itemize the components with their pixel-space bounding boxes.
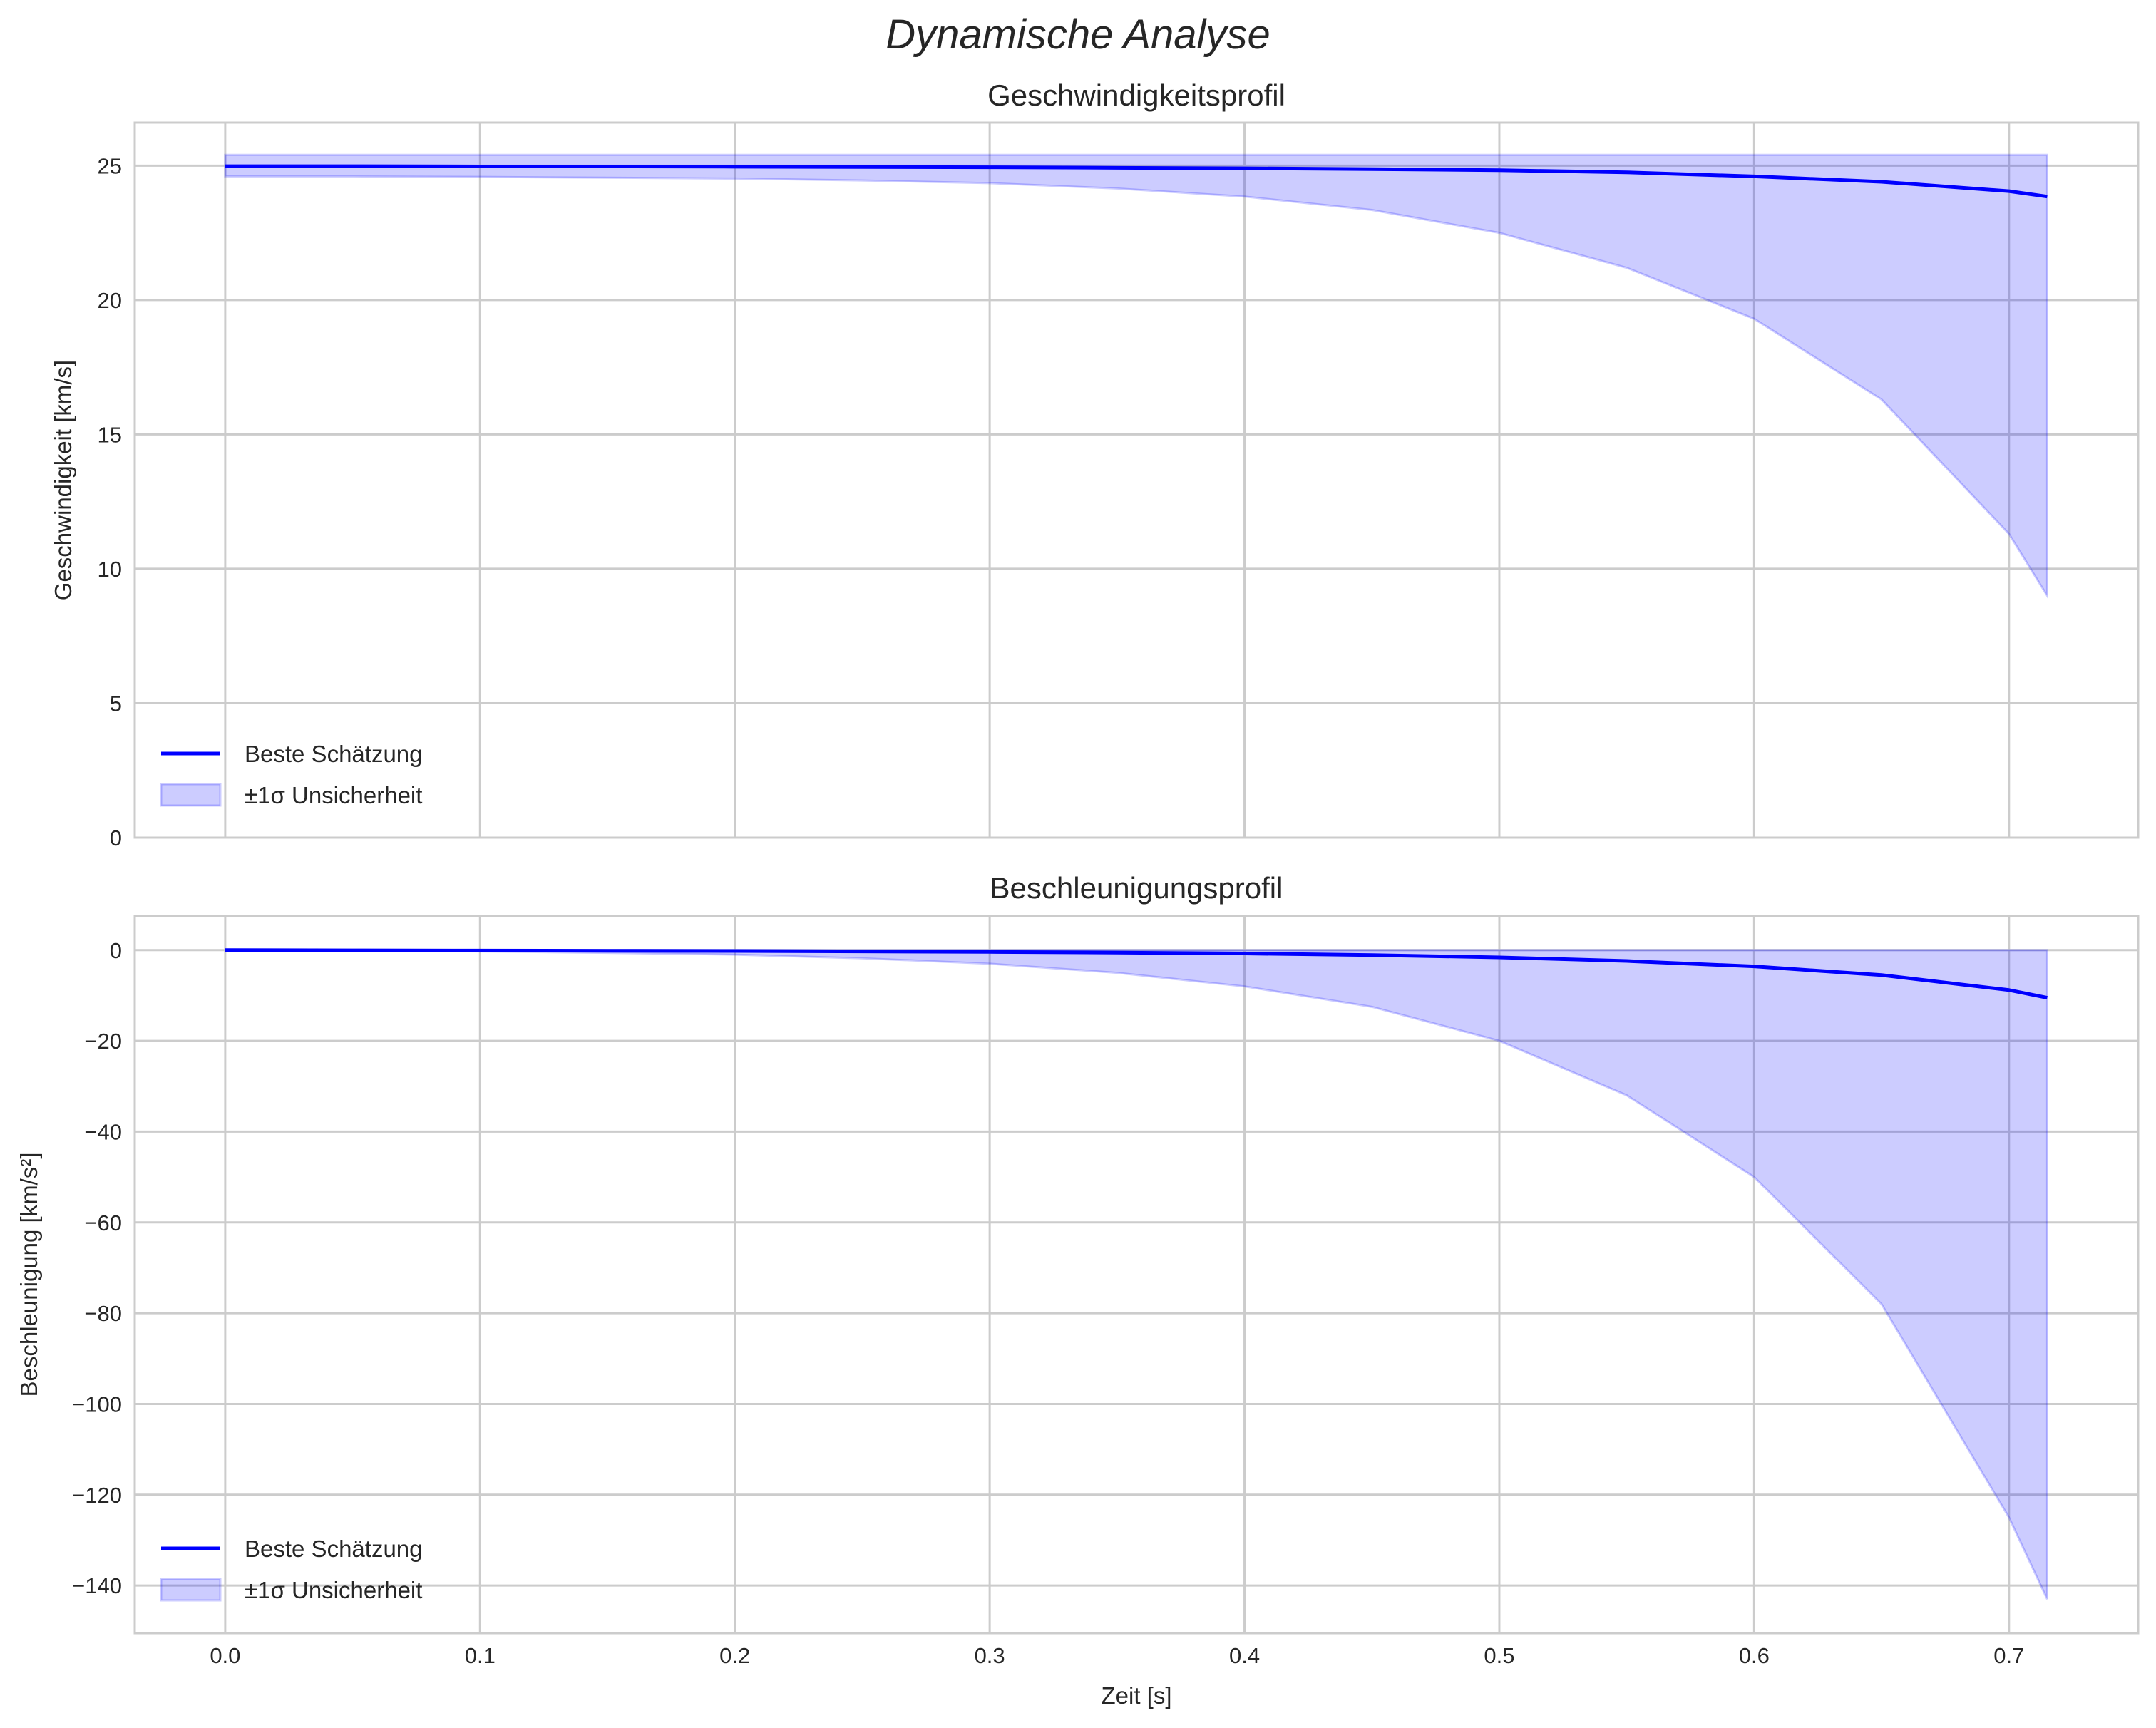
legend-label: Beste Schätzung — [245, 1536, 423, 1562]
y-tick-label: −60 — [84, 1210, 122, 1235]
y-tick-label: −120 — [72, 1483, 122, 1508]
y-tick-label: −40 — [84, 1119, 122, 1144]
figure-title: Dynamische Analyse — [885, 11, 1270, 58]
best-estimate-line — [225, 948, 2048, 1000]
y-tick-label: 0 — [110, 938, 122, 963]
y-tick-label: 20 — [98, 288, 122, 313]
y-tick-label: −80 — [84, 1301, 122, 1326]
uncertainty-band — [224, 153, 2048, 600]
axes-frame — [133, 121, 2140, 839]
x-tick-label: 0.6 — [1739, 1643, 1770, 1668]
x-tick-label: 0.7 — [1993, 1643, 2024, 1668]
axes-frame — [133, 915, 2140, 1635]
subplot-title: Beschleunigungsprofil — [990, 871, 1283, 905]
y-tick-label: −20 — [84, 1029, 122, 1054]
x-tick-label: 0.2 — [719, 1643, 750, 1668]
velocity-subplot: 0 5 10 15 20 25 Geschwindigkeitsprofil Geschwin… — [50, 78, 2140, 850]
legend-label: Beste Schätzung — [245, 741, 423, 767]
y-tick-label: 5 — [110, 691, 122, 716]
y-axis-label: Beschleunigung [km/s²] — [16, 1152, 42, 1397]
x-tick-label: 0.0 — [210, 1643, 240, 1668]
subplot-title: Geschwindigkeitsprofil — [987, 78, 1285, 112]
best-estimate-line — [225, 164, 2048, 199]
y-tick-label: 10 — [98, 557, 122, 582]
legend-label: ±1σ Unsicherheit — [245, 782, 422, 808]
y-axis-label: Geschwindigkeit [km/s] — [50, 360, 76, 600]
acceleration-subplot: 0.0 0.1 0.2 0.3 0.4 0.5 0.6 0.7 0 −20 −40 −60 −80 −10… — [16, 871, 2140, 1709]
x-axis-label: Zeit [s] — [1101, 1682, 1171, 1709]
y-tick-label: −100 — [72, 1392, 122, 1416]
y-tick-label: −140 — [72, 1573, 122, 1598]
x-tick-label: 0.4 — [1229, 1643, 1260, 1668]
legend-label: ±1σ Unsicherheit — [245, 1577, 422, 1603]
y-tick-label: 15 — [98, 422, 122, 447]
legend-band-swatch — [160, 783, 222, 807]
y-tick-label: 0 — [110, 826, 122, 850]
legend: Beste Schätzung ±1σ Unsicherheit — [160, 1536, 423, 1603]
legend: Beste Schätzung ±1σ Unsicherheit — [160, 741, 423, 808]
x-tick-label: 0.3 — [975, 1643, 1005, 1668]
uncertainty-band — [225, 949, 2048, 1600]
legend-band-swatch — [160, 1578, 222, 1602]
x-tick-label: 0.1 — [465, 1643, 496, 1668]
y-tick-label: 25 — [98, 153, 122, 178]
x-tick-label: 0.5 — [1484, 1643, 1514, 1668]
